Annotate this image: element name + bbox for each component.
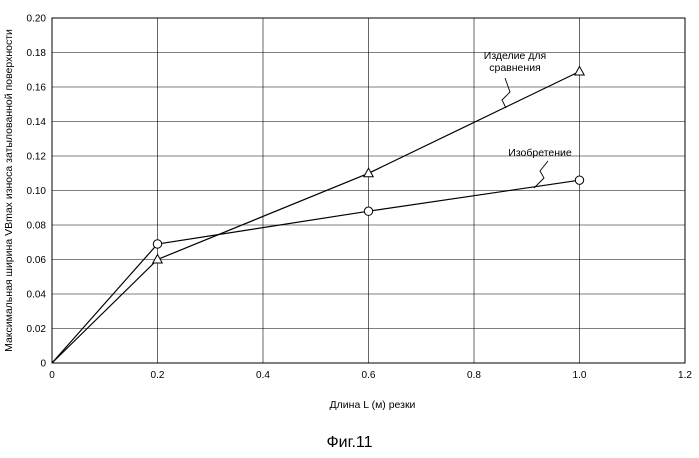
axes: 0 0.02 0.04 0.06 0.08 0.10 0.12 0.14 0.16 0.18 0.2… <box>3 14 692 412</box>
grid-lines <box>52 18 685 363</box>
y-tick-label: 0.16 <box>27 83 47 94</box>
series-layer <box>52 66 584 363</box>
series-labels: Изделие длясравнения Изобретение <box>484 50 572 188</box>
data-point-triangle <box>575 66 585 75</box>
figure-caption: Фиг.11 <box>0 434 699 452</box>
y-tick-label: 0.18 <box>27 48 47 59</box>
y-tick-label: 0.06 <box>27 255 47 266</box>
y-tick-label: 0 <box>40 359 46 370</box>
x-tick-label: 0.4 <box>256 370 270 381</box>
x-tick-label: 0.2 <box>151 370 165 381</box>
x-tick-label: 0.8 <box>467 370 481 381</box>
x-tick-label: 0.6 <box>362 370 376 381</box>
series-label-leader <box>502 78 510 108</box>
x-axis-label: Длина L (м) резки <box>330 399 416 411</box>
data-point-circle <box>153 240 161 248</box>
series-line <box>52 72 580 364</box>
series-label: сравнения <box>489 62 541 74</box>
series-label: Изобретение <box>508 147 572 159</box>
x-tick-label: 0 <box>49 370 55 381</box>
x-tick-label: 1.2 <box>678 370 692 381</box>
series-label: Изделие для <box>484 50 546 62</box>
y-tick-label: 0.10 <box>27 186 47 197</box>
y-tick-label: 0.02 <box>27 324 47 335</box>
x-tick-label: 1.0 <box>573 370 587 381</box>
y-tick-label: 0.08 <box>27 221 47 232</box>
series-1 <box>52 66 584 363</box>
series-line <box>52 180 580 363</box>
y-tick-label: 0.04 <box>27 290 47 301</box>
data-point-circle <box>575 176 583 184</box>
line-chart: 0 0.02 0.04 0.06 0.08 0.10 0.12 0.14 0.16 0.18 0.2… <box>0 0 699 434</box>
data-point-triangle <box>364 168 374 177</box>
y-tick-label: 0.12 <box>27 152 47 163</box>
data-point-circle <box>364 207 372 215</box>
y-axis-label: Максимальная ширина VBmax износа затылов… <box>3 29 15 352</box>
series-label-leader <box>534 161 548 188</box>
series-2 <box>52 176 584 363</box>
y-tick-label: 0.20 <box>27 14 47 25</box>
y-tick-label: 0.14 <box>27 117 47 128</box>
